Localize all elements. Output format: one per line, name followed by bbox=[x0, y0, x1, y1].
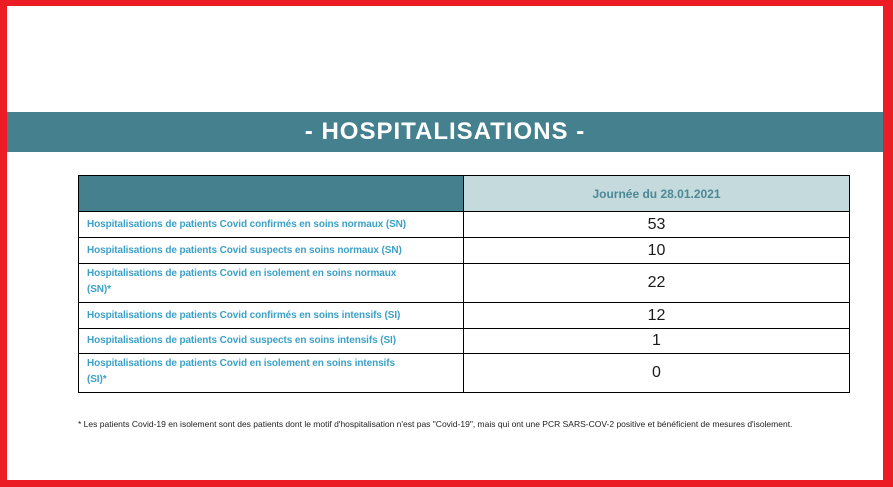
table-row: Hospitalisations de patients Covid en is… bbox=[78, 353, 850, 393]
table-row: Hospitalisations de patients Covid confi… bbox=[78, 211, 850, 238]
section-banner: - HOSPITALISATIONS - bbox=[7, 112, 883, 152]
row-value: 10 bbox=[463, 237, 850, 264]
row-value: 22 bbox=[463, 263, 850, 303]
row-value: 0 bbox=[463, 353, 850, 393]
row-label: Hospitalisations de patients Covid suspe… bbox=[78, 237, 464, 264]
row-value: 1 bbox=[463, 328, 850, 354]
row-label: Hospitalisations de patients Covid suspe… bbox=[78, 328, 464, 354]
section-title: - HOSPITALISATIONS - bbox=[304, 118, 586, 145]
isolation-footnote: * Les patients Covid-19 en isolement son… bbox=[78, 419, 793, 429]
table-header-row: Journée du 28.01.2021 bbox=[78, 175, 850, 212]
table-corner-cell bbox=[78, 175, 464, 212]
frame-border-top bbox=[0, 0, 893, 6]
hospitalisations-table: Journée du 28.01.2021 Hospitalisations d… bbox=[78, 175, 850, 393]
row-label: Hospitalisations de patients Covid en is… bbox=[78, 353, 464, 393]
frame-border-bottom bbox=[0, 480, 893, 487]
frame-border-left bbox=[0, 0, 7, 487]
row-label: Hospitalisations de patients Covid confi… bbox=[78, 211, 464, 238]
frame-border-right bbox=[883, 0, 893, 487]
table-row: Hospitalisations de patients Covid en is… bbox=[78, 263, 850, 303]
table-row: Hospitalisations de patients Covid suspe… bbox=[78, 328, 850, 354]
table-row: Hospitalisations de patients Covid suspe… bbox=[78, 237, 850, 264]
row-value: 53 bbox=[463, 211, 850, 238]
row-value: 12 bbox=[463, 302, 850, 329]
row-label: Hospitalisations de patients Covid confi… bbox=[78, 302, 464, 329]
table-row: Hospitalisations de patients Covid confi… bbox=[78, 302, 850, 329]
row-label: Hospitalisations de patients Covid en is… bbox=[78, 263, 464, 303]
date-column-header: Journée du 28.01.2021 bbox=[463, 175, 850, 212]
